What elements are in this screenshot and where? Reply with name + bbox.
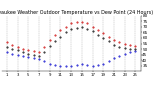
Title: Milwaukee Weather Outdoor Temperature vs Dew Point (24 Hours): Milwaukee Weather Outdoor Temperature vs… [0, 10, 153, 15]
